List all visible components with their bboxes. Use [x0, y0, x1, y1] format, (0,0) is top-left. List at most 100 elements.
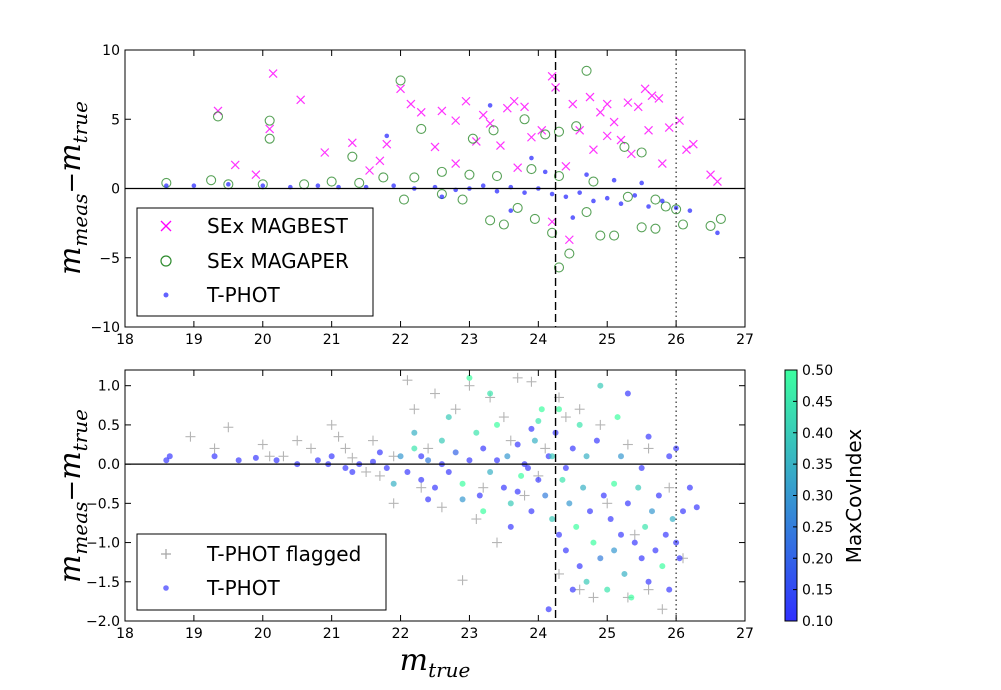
bottom-point-t-phot-58: [607, 516, 614, 523]
top-point-t-phot-19: [563, 194, 569, 200]
bottom-point-t-phot-16: [418, 476, 425, 483]
bottom-point-t-phot-46: [566, 500, 573, 507]
top-x-ticks: 18 19 20 21 22 23 24 25 26 27: [116, 50, 754, 348]
top-point-sex-magaper-7: [416, 123, 427, 134]
top-point-t-phot-18: [549, 191, 555, 197]
top-xtick-label: 27: [736, 332, 754, 348]
bottom-point-t-phot-15: [411, 445, 418, 452]
bottom-point-t-phot-flagged-9: [347, 452, 358, 463]
bottom-x-axis-label: mtrue: [400, 643, 471, 682]
legend-label-tphot-flagged: T-PHOT flagged: [206, 542, 361, 566]
top-ytick-label: −10: [90, 320, 120, 336]
top-points: [161, 65, 726, 273]
bottom-point-t-phot-22: [459, 480, 466, 487]
bottom-point-t-phot-11: [370, 458, 376, 465]
top-point-sex-magbest-31: [664, 123, 674, 132]
bottom-point-t-phot-80: [686, 484, 693, 491]
bottom-point-t-phot-82: [673, 445, 680, 452]
bottom-point-t-phot-76: [669, 516, 676, 523]
top-point-sex-magbest-7: [396, 84, 405, 94]
top-point-sex-magbest-30: [654, 94, 664, 103]
bottom-plot-frame: [124, 369, 746, 622]
bottom-point-t-phot-flagged-39: [471, 514, 482, 525]
colorbar-ticks: 0.50 0.45 0.40 0.35 0.30 0.25 0.20 0.15 0.10: [793, 363, 833, 630]
top-point-sex-magbest-11: [451, 116, 461, 126]
bottom-point-t-phot-21: [452, 449, 459, 456]
bottom-point-t-phot-12: [383, 465, 390, 472]
top-point-sex-magaper-26: [636, 222, 647, 233]
bottom-point-t-phot-flagged-0: [185, 431, 196, 442]
colorbar-label: MaxCovIndex: [842, 429, 866, 564]
top-point-t-phot-38: [611, 177, 617, 183]
bottom-point-t-phot-1: [163, 457, 170, 464]
bottom-point-t-phot-flagged-46: [361, 466, 372, 477]
top-point-t-phot-14: [494, 188, 500, 194]
top-point-sex-magaper-9: [488, 125, 499, 136]
bottom-point-t-phot-39: [542, 492, 549, 499]
bottom-point-t-phot-25: [476, 492, 483, 499]
top-point-sex-magbest-29: [647, 91, 657, 101]
bottom-point-t-phot-106: [638, 465, 645, 472]
top-point-sex-magbest-26: [623, 98, 633, 108]
bottom-point-t-phot-38: [538, 406, 545, 413]
top-point-t-phot-32: [508, 208, 514, 213]
top-point-t-phot-5: [315, 183, 321, 189]
legend-label-tphot-bottom: T-PHOT: [206, 576, 280, 600]
bottom-panel: 18 19 20 21 22 23 24 25 26 27 1.0 0.5 0.0 −0.5 −1.0 −1…: [53, 369, 754, 682]
bottom-point-t-phot-114: [535, 417, 542, 424]
top-point-sex-magaper-40: [326, 176, 337, 187]
bottom-point-t-phot-23: [466, 457, 473, 464]
bottom-point-t-phot-33: [518, 472, 525, 479]
top-point-sex-magaper-47: [553, 170, 565, 182]
top-point-t-phot-30: [487, 103, 493, 108]
bottom-point-t-phot-87: [466, 374, 473, 381]
top-point-sex-magaper-22: [564, 248, 575, 259]
top-point-sex-magbest-46: [365, 166, 374, 175]
top-point-sex-magaper-25: [609, 230, 620, 241]
top-point-sex-magbest-27: [633, 102, 643, 112]
bottom-point-t-phot-110: [494, 457, 500, 464]
colorbar-tick-label: 0.25: [802, 520, 833, 536]
legend-marker-x-icon: [160, 220, 172, 232]
bottom-point-t-phot-flagged-19: [464, 380, 475, 391]
top-point-sex-magaper-33: [512, 202, 523, 213]
top-xtick-label: 25: [598, 332, 616, 348]
top-point-sex-magaper-11: [540, 129, 551, 140]
bottom-point-t-phot-111: [514, 488, 521, 495]
bottom-point-t-phot-19: [438, 437, 445, 444]
bottom-point-t-phot-75: [666, 586, 673, 593]
top-point-t-phot-1: [191, 183, 197, 189]
top-point-sex-magbest-45: [251, 170, 261, 180]
top-point-sex-magaper-15: [636, 147, 647, 158]
top-point-t-phot-23: [618, 201, 624, 207]
bottom-point-t-phot-83: [545, 606, 552, 613]
bottom-point-t-phot-26: [480, 445, 487, 452]
top-point-sex-magbest-5: [347, 138, 357, 148]
bottom-point-t-phot-flagged-37: [554, 568, 564, 579]
top-point-sex-magbest-8: [406, 99, 416, 109]
top-point-sex-magaper-28: [677, 219, 689, 230]
bottom-point-t-phot-flagged-15: [402, 375, 413, 386]
colorbar-tick-label: 0.40: [802, 426, 833, 442]
top-point-sex-magbest-22: [585, 92, 595, 102]
colorbar-tick-label: 0.15: [802, 583, 833, 599]
top-point-sex-magbest-55: [513, 163, 523, 173]
bottom-legend: T-PHOT flagged T-PHOT: [136, 533, 387, 611]
top-point-sex-magbest-0: [268, 69, 278, 78]
top-xtick-label: 26: [667, 332, 685, 348]
bottom-point-t-phot-flagged-28: [622, 439, 633, 450]
top-point-sex-magbest-23: [595, 107, 605, 117]
top-point-sex-magbest-24: [602, 99, 612, 109]
top-point-sex-magbest-4: [320, 148, 330, 157]
bottom-point-t-phot-93: [411, 429, 418, 436]
bottom-point-t-phot-32: [514, 441, 521, 448]
colorbar-tick-label: 0.50: [802, 363, 833, 379]
top-y-ticks: 10 5 0 −5 −10: [90, 43, 745, 336]
legend-label-magaper: SEx MAGAPER: [207, 249, 349, 273]
bottom-point-t-phot-37: [535, 476, 542, 483]
top-point-t-phot-20: [577, 190, 582, 195]
top-point-t-phot-16: [522, 190, 527, 195]
bottom-point-t-phot-108: [562, 465, 569, 472]
bottom-point-t-phot-92: [445, 414, 452, 421]
bottom-point-t-phot-27: [487, 468, 494, 475]
